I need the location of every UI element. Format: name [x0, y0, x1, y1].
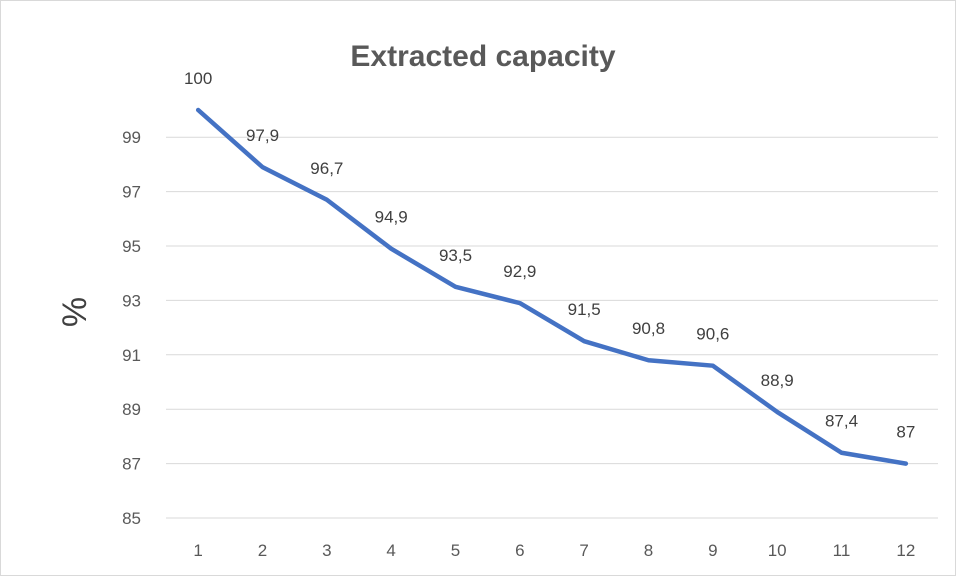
x-tick-label: 3 [322, 541, 331, 560]
x-tick-label: 6 [515, 541, 524, 560]
plot-series [195, 107, 909, 466]
y-tick-label: 87 [122, 455, 141, 474]
data-label: 100 [184, 69, 212, 88]
y-tick-label: 91 [122, 346, 141, 365]
data-label: 97,9 [246, 126, 279, 145]
x-tick-label: 7 [579, 541, 588, 560]
data-label: 90,8 [632, 319, 665, 338]
x-tick-label: 2 [258, 541, 267, 560]
data-label: 94,9 [375, 208, 408, 227]
y-tick-label: 97 [122, 183, 141, 202]
x-tick-label: 5 [451, 541, 460, 560]
x-tick-label: 4 [386, 541, 395, 560]
y-axis-label: % [56, 297, 94, 327]
gridlines [166, 136, 938, 519]
y-axis-ticks: 85 87 89 91 93 95 97 99 [122, 128, 141, 528]
y-tick-label: 93 [122, 291, 141, 310]
y-tick-label: 85 [122, 509, 141, 528]
chart-title: Extracted capacity [350, 40, 615, 73]
y-tick-label: 89 [122, 400, 141, 419]
data-label: 88,9 [761, 371, 794, 390]
y-tick-label: 99 [122, 128, 141, 147]
x-axis-ticks: 1 2 3 4 5 6 7 8 9 10 11 12 [193, 541, 915, 560]
data-label: 87,4 [825, 412, 858, 431]
series-line [195, 107, 909, 466]
x-tick-label: 11 [833, 541, 851, 560]
x-tick-label: 12 [896, 541, 915, 560]
data-label: 90,6 [696, 325, 729, 344]
data-label: 93,5 [439, 246, 472, 265]
data-label: 91,5 [568, 300, 601, 319]
x-tick-label: 1 [193, 541, 202, 560]
x-tick-label: 10 [768, 541, 787, 560]
data-labels: 100 97,9 96,7 94,9 93,5 92,9 91,5 90,8 90,6 88,9 8… [184, 69, 915, 442]
data-label: 96,7 [310, 159, 343, 178]
data-label: 87 [896, 423, 915, 442]
x-tick-label: 9 [708, 541, 717, 560]
x-tick-label: 8 [644, 541, 653, 560]
y-tick-label: 95 [122, 237, 141, 256]
data-label: 92,9 [503, 262, 536, 281]
